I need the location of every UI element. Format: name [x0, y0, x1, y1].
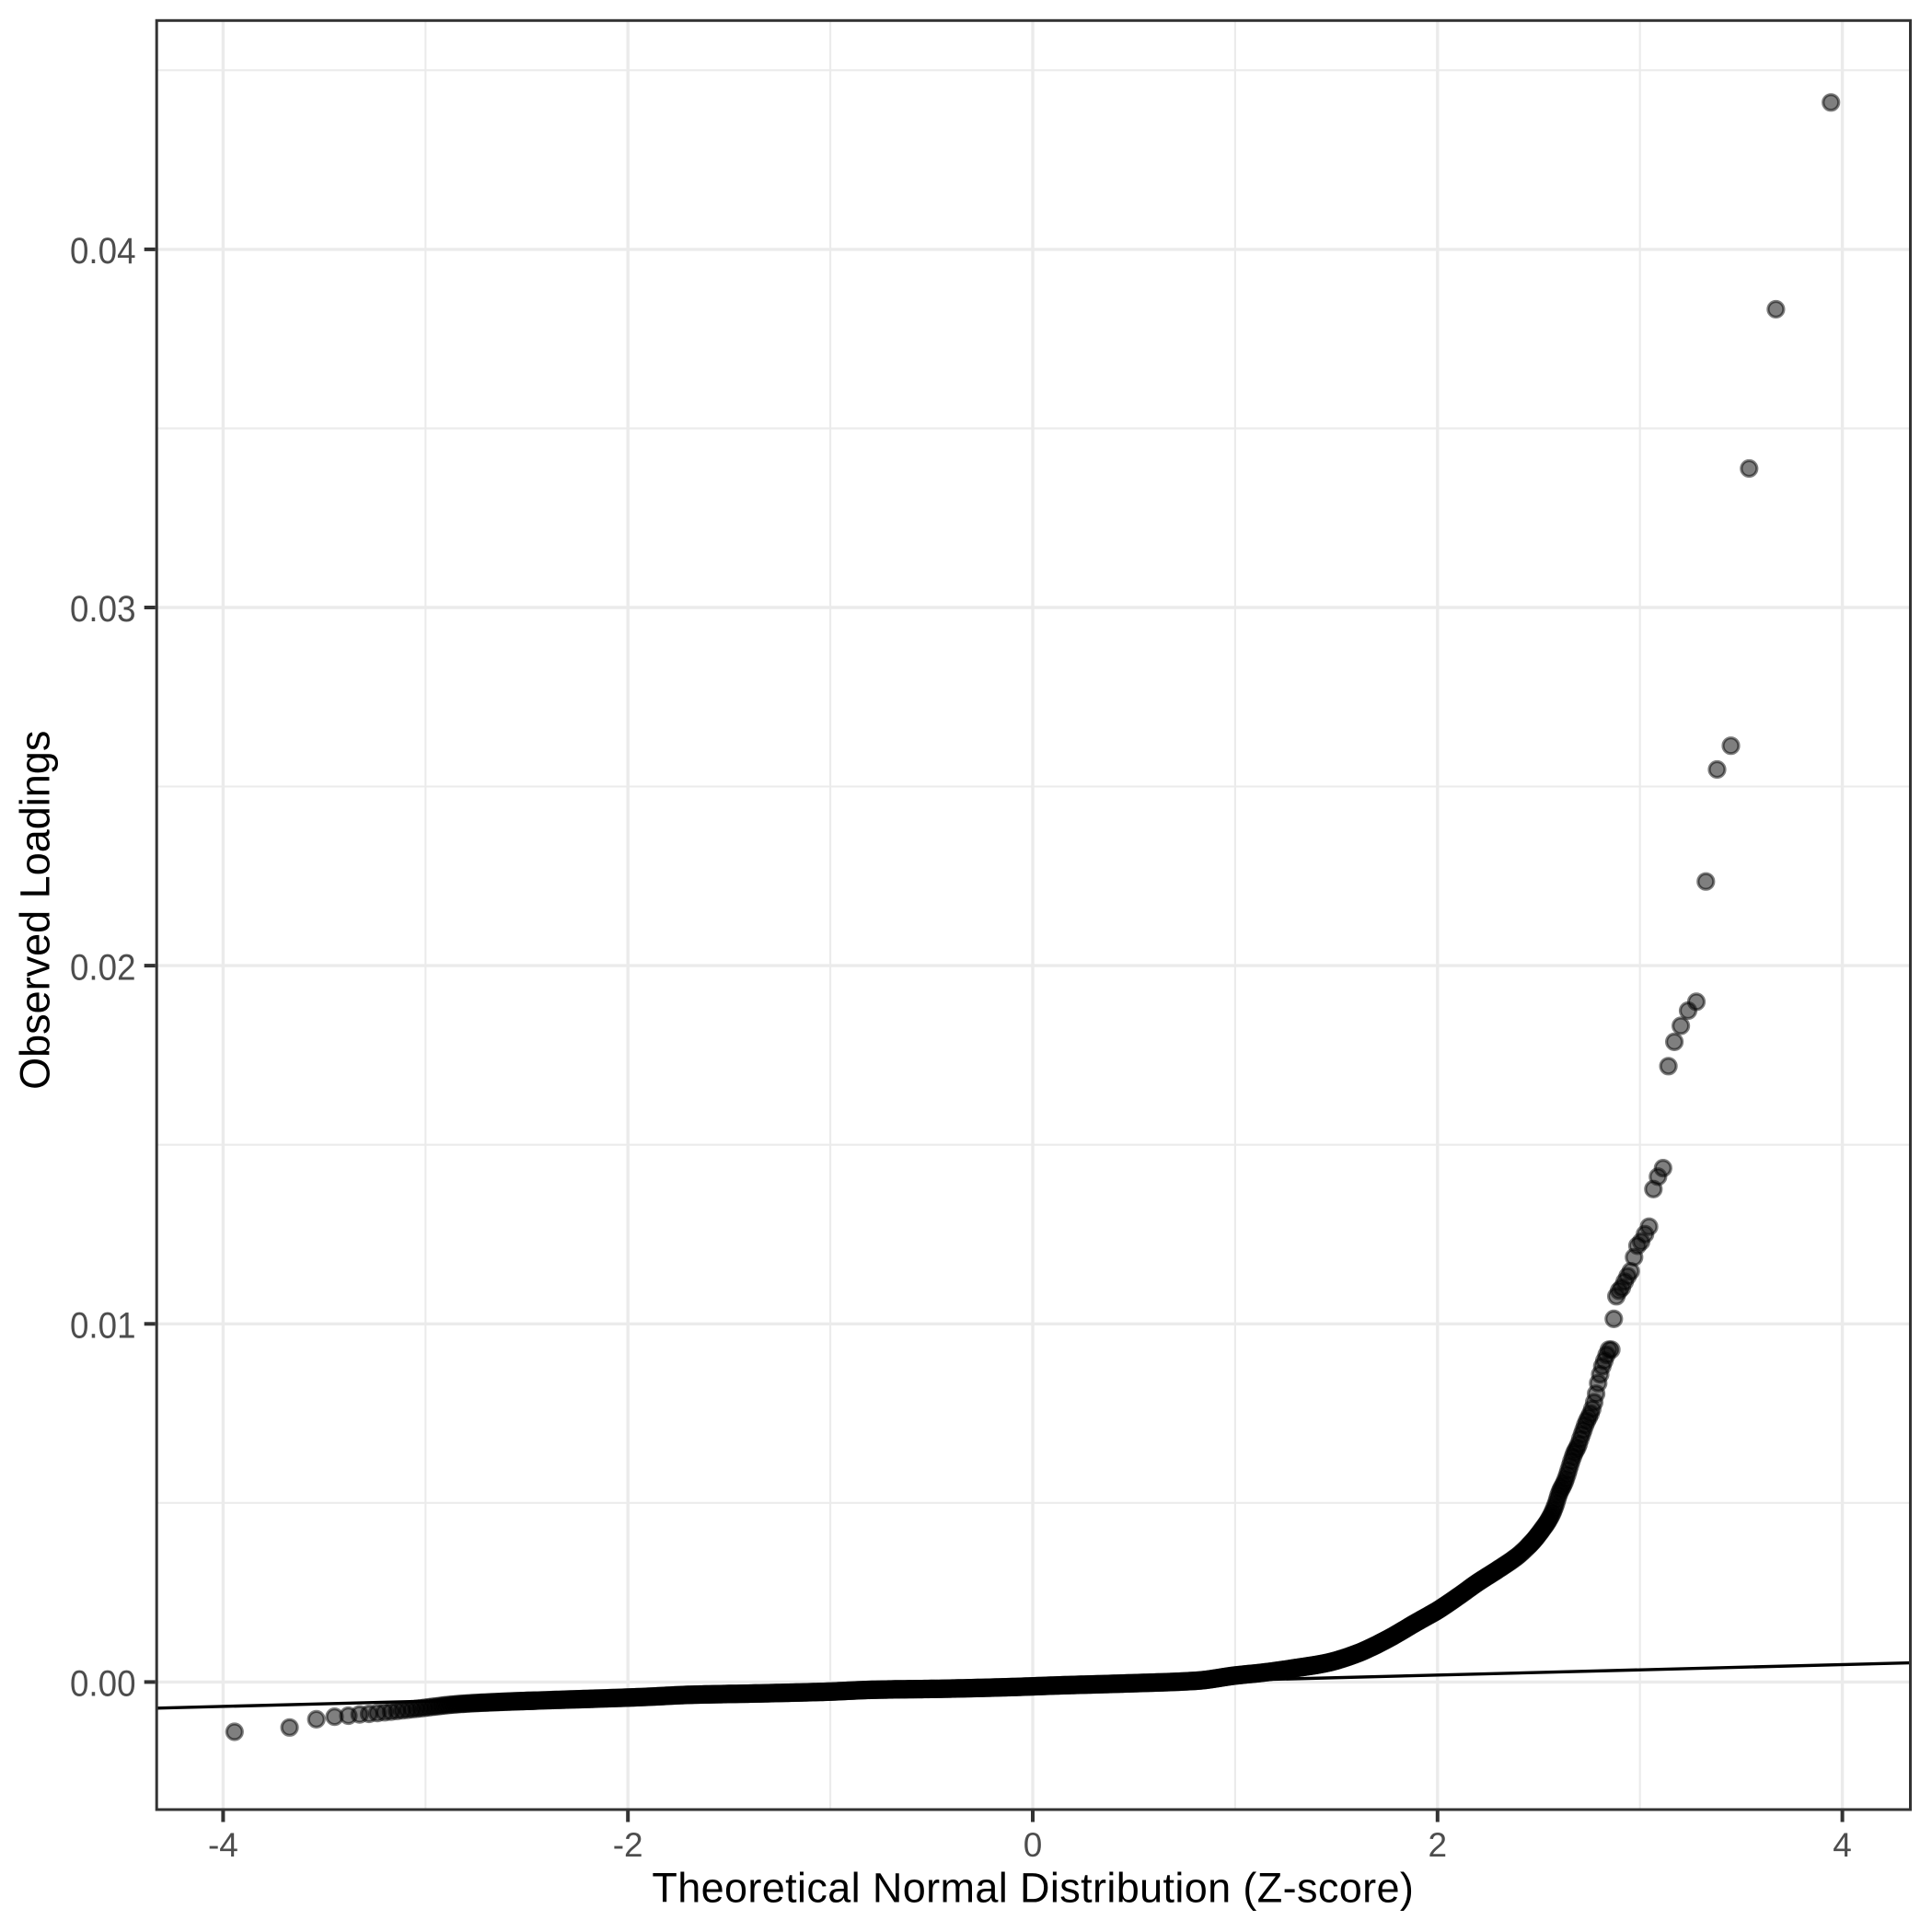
- svg-text:0: 0: [1024, 1826, 1043, 1864]
- svg-text:0.03: 0.03: [70, 588, 136, 630]
- svg-text:4: 4: [1833, 1826, 1852, 1864]
- svg-text:2: 2: [1429, 1826, 1448, 1864]
- svg-text:-2: -2: [613, 1826, 643, 1864]
- svg-text:0.04: 0.04: [70, 230, 136, 272]
- svg-text:0.01: 0.01: [70, 1305, 136, 1347]
- svg-text:-4: -4: [208, 1826, 238, 1864]
- svg-text:0.02: 0.02: [70, 946, 136, 988]
- svg-text:Observed Loadings: Observed Loadings: [12, 731, 59, 1090]
- svg-text:Theoretical Normal Distributio: Theoretical Normal Distribution (Z-score…: [652, 1865, 1414, 1912]
- svg-text:0.00: 0.00: [70, 1663, 136, 1705]
